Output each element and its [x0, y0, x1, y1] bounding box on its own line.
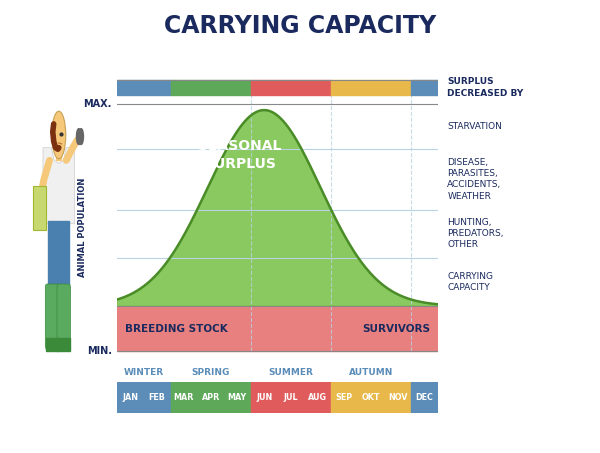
Bar [277, 382, 304, 413]
Bar [56, 148, 61, 160]
Bar [144, 382, 170, 413]
Bar [304, 382, 331, 413]
Text: FEB: FEB [149, 393, 166, 402]
Text: SUMMER: SUMMER [268, 368, 313, 377]
Circle shape [52, 111, 66, 159]
Bar [224, 382, 251, 413]
FancyBboxPatch shape [57, 284, 70, 349]
Text: AUTUMN: AUTUMN [349, 368, 394, 377]
Text: NOV: NOV [388, 393, 407, 402]
Text: CARRYING CAPACITY: CARRYING CAPACITY [164, 14, 436, 38]
Bar [411, 382, 438, 413]
Bar [411, 80, 438, 95]
Polygon shape [117, 110, 438, 306]
Bar [331, 80, 411, 95]
Text: DISEASE,
PARASITES,
ACCIDENTS,
WEATHER: DISEASE, PARASITES, ACCIDENTS, WEATHER [448, 158, 502, 201]
Text: SPRING: SPRING [191, 368, 230, 377]
Bar [251, 382, 277, 413]
Bar [197, 382, 224, 413]
Text: AUG: AUG [308, 393, 327, 402]
Text: MAY: MAY [228, 393, 247, 402]
Bar [46, 338, 58, 351]
Polygon shape [33, 186, 46, 230]
Bar [117, 80, 170, 95]
Text: MAR: MAR [173, 393, 194, 402]
Bar [170, 382, 197, 413]
Text: BREEDING STOCK: BREEDING STOCK [125, 323, 228, 333]
Text: STARVATION: STARVATION [448, 122, 502, 131]
Bar [170, 80, 251, 95]
Circle shape [76, 129, 81, 145]
Text: JUL: JUL [284, 393, 298, 402]
Text: JAN: JAN [122, 393, 139, 402]
Text: APR: APR [202, 393, 220, 402]
Polygon shape [43, 148, 74, 224]
Bar [47, 221, 69, 294]
Bar [358, 382, 385, 413]
Bar [251, 80, 331, 95]
Text: WINTER: WINTER [124, 368, 164, 377]
Text: JUN: JUN [256, 393, 272, 402]
Text: SEASONAL
SURPLUS: SEASONAL SURPLUS [199, 139, 282, 172]
Text: SURPLUS
DECREASED BY: SURPLUS DECREASED BY [448, 77, 524, 97]
Text: OKT: OKT [362, 393, 380, 402]
Text: DEC: DEC [416, 393, 434, 402]
Text: MAX.: MAX. [83, 99, 112, 109]
Text: SURVIVORS: SURVIVORS [362, 323, 430, 333]
Text: SEP: SEP [336, 393, 353, 402]
Text: HUNTING,
PREDATORS,
OTHER: HUNTING, PREDATORS, OTHER [448, 218, 504, 249]
Text: MIN.: MIN. [86, 346, 112, 356]
Bar [385, 382, 411, 413]
Circle shape [79, 129, 83, 145]
Bar [117, 382, 144, 413]
FancyBboxPatch shape [46, 284, 59, 349]
Text: ANIMAL POPULATION: ANIMAL POPULATION [78, 178, 87, 277]
Text: CARRYING
CAPACITY: CARRYING CAPACITY [448, 272, 493, 292]
Bar [331, 382, 358, 413]
Bar [117, 306, 438, 351]
Bar [58, 338, 70, 351]
